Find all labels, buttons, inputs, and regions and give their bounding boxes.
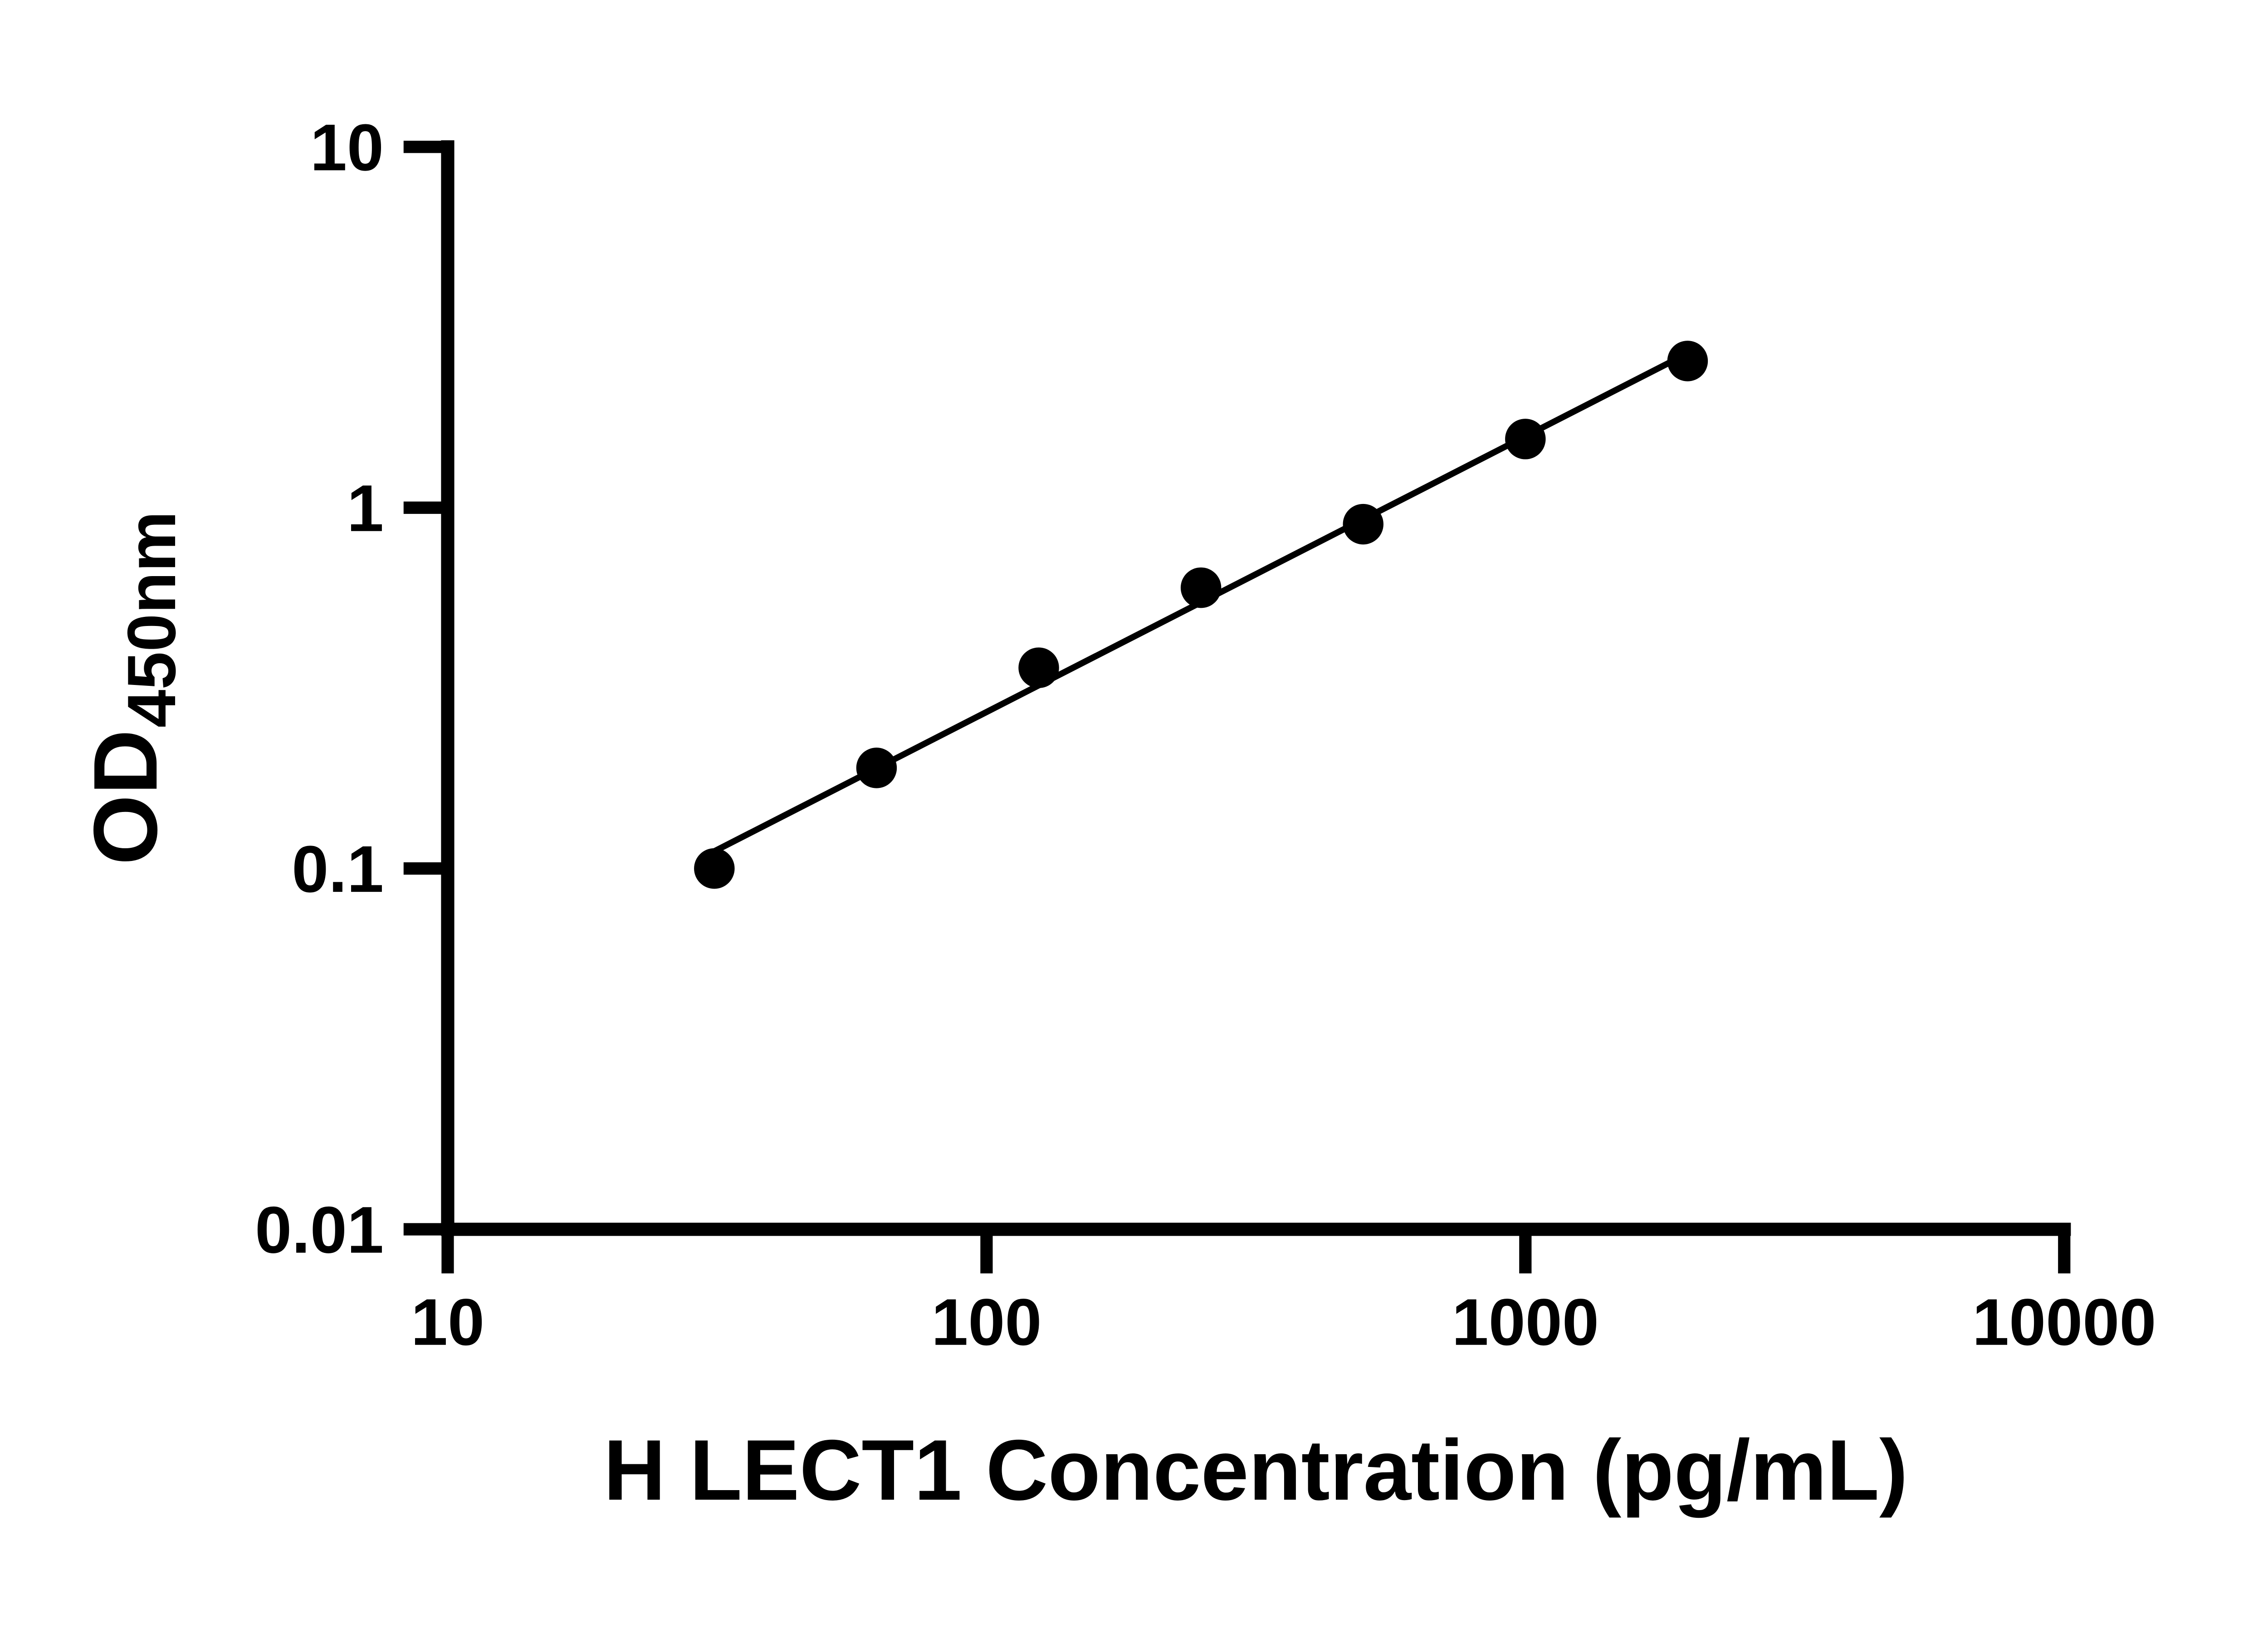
data-point	[1343, 504, 1383, 545]
x-tick-label: 10000	[1972, 1285, 2156, 1359]
elisa-standard-curve-figure: 10 100 1000 10000 0.01 0.1 1 10 OD 450nm H LECT…	[75, 110, 2156, 1519]
data-point	[856, 748, 897, 788]
axis-frame	[441, 140, 2071, 1236]
data-point	[1018, 647, 1059, 688]
y-axis-title-subscript: 450nm	[113, 511, 190, 728]
standard-curve-chart: 10 100 1000 10000 0.01 0.1 1 10 OD 450nm H LECT…	[75, 110, 2156, 1519]
y-tick-label: 1	[347, 471, 384, 545]
data-point	[1505, 419, 1546, 460]
data-point	[1667, 341, 1708, 381]
y-tick-label: 0.01	[255, 1193, 384, 1267]
y-axis-title: OD 450nm	[75, 511, 190, 865]
x-tick-label: 1000	[1452, 1285, 1599, 1359]
y-axis-title-main: OD	[75, 729, 176, 865]
x-axis-title: H LECT1 Concentration (pg/mL)	[604, 1422, 1908, 1518]
x-tick-label: 100	[931, 1285, 1041, 1359]
y-tick-label: 0.1	[292, 832, 384, 906]
y-tick-label: 10	[310, 110, 384, 184]
plot-area: 10 100 1000 10000 0.01 0.1 1 10	[255, 110, 2156, 1359]
data-point	[1180, 567, 1222, 608]
x-tick-label: 10	[411, 1285, 484, 1359]
data-point	[694, 848, 735, 889]
